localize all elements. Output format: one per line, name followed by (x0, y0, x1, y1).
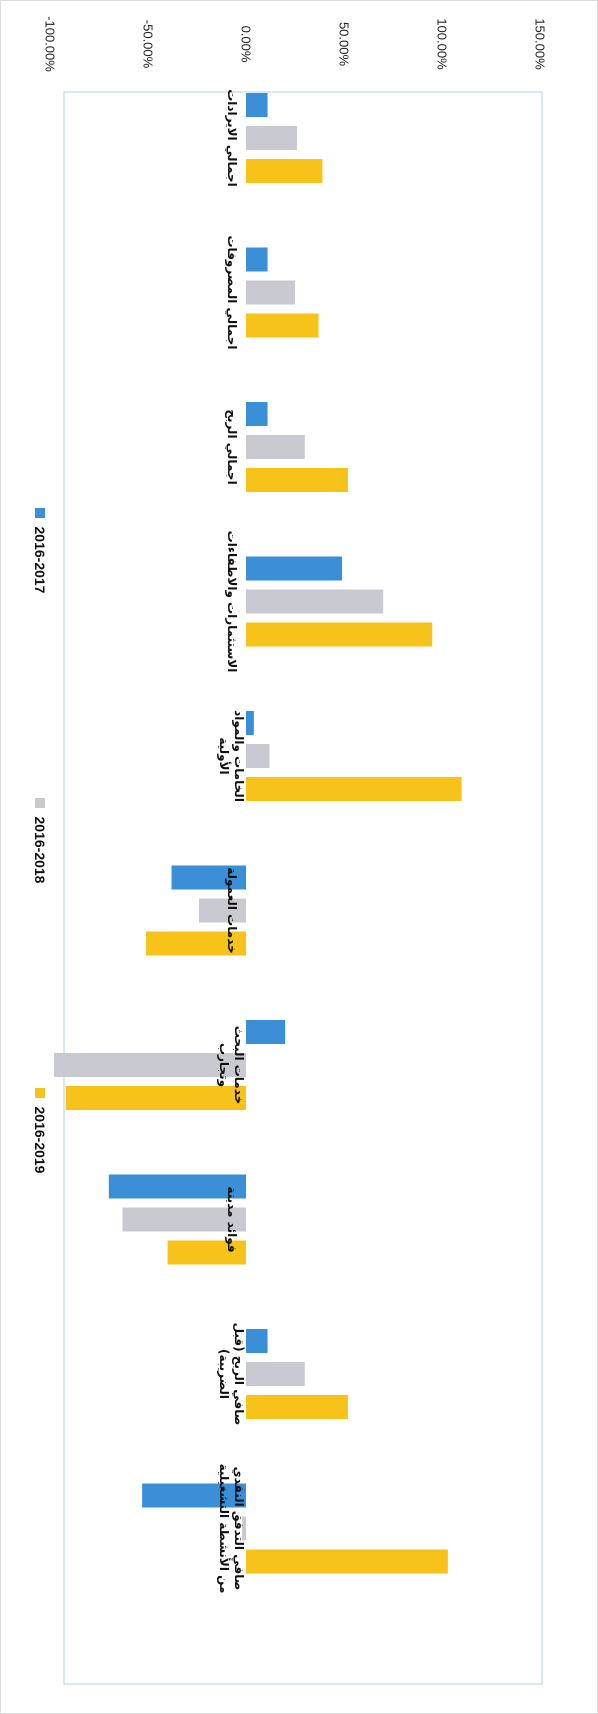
category-label: فوائد مدينة (224, 1186, 239, 1252)
bar-2016-2019 (246, 622, 433, 647)
legend-swatch (35, 508, 45, 518)
bar-2016-2017 (246, 402, 268, 426)
bar-2016-2019 (167, 1240, 246, 1265)
category-label: اجمالي الايرادات (225, 89, 239, 187)
bar-2016-2018 (246, 280, 295, 305)
bar-2016-2019 (246, 1549, 448, 1574)
legend-label: 2016-2017 (32, 527, 48, 594)
bar-2016-2017 (142, 1483, 246, 1508)
x-axis-ticks: 150.00% 100.00% 50.00% 0.00% -50.00% -100.00% (43, 16, 548, 72)
bar-2016-2017 (246, 247, 268, 272)
bar-2016-2019 (246, 159, 323, 183)
category-label: الاستثمارات والاطفاءات (224, 531, 239, 673)
category-label: اجمالي المصروفات (224, 236, 239, 350)
legend-swatch (35, 798, 45, 808)
x-tick-label: -50.00% (141, 20, 156, 69)
legend: 2016-2017 2016-2018 2016-2019 (32, 508, 48, 1174)
x-tick-label: 0.00% (239, 26, 254, 63)
bar-2016-2018 (246, 589, 384, 614)
bar-2016-2019 (146, 931, 246, 956)
bar-2016-2018 (242, 1516, 246, 1541)
category-label: خدمات البحثوتجارب (216, 1026, 246, 1105)
category-label: الخامات والموادالأولية (216, 710, 246, 802)
legend-swatch (35, 1088, 45, 1098)
bar-2016-2019 (246, 468, 348, 492)
bar-2016-2018 (246, 126, 297, 150)
category-label: صافي الربح (قبلالضريبة) (217, 1323, 246, 1426)
plot-area (63, 91, 543, 1685)
category-label: صافي التدفق النقديمن الأنشطة التشغيلية (217, 1464, 246, 1594)
bar-2016-2018 (246, 1362, 305, 1386)
x-tick-label: 150.00% (533, 18, 548, 70)
bar-2016-2017 (171, 865, 246, 890)
x-tick-label: -100.00% (43, 16, 58, 72)
bar-2016-2018 (53, 1053, 246, 1077)
x-tick-label: 100.00% (435, 18, 450, 70)
bar-2016-2017 (246, 556, 343, 581)
bar-2016-2018 (198, 898, 246, 923)
bar-2016-2018 (246, 435, 305, 459)
x-tick-label: 50.00% (337, 22, 352, 67)
bar-2016-2019 (246, 313, 319, 338)
bar-2016-2017 (108, 1174, 246, 1199)
bar-2016-2017 (246, 1329, 268, 1353)
bar-2016-2017 (246, 93, 268, 117)
bar-2016-2017 (246, 711, 254, 735)
bar-2016-2019 (246, 777, 462, 801)
bar-2016-2019 (65, 1086, 247, 1110)
bar-2016-2018 (246, 744, 270, 768)
bars (53, 93, 462, 1574)
bar-2016-2017 (246, 1020, 286, 1044)
bar-2016-2019 (246, 1395, 348, 1419)
legend-label: 2016-2019 (32, 1107, 48, 1174)
category-label: اجمالي الربح (225, 409, 239, 484)
legend-label: 2016-2018 (32, 817, 48, 884)
category-labels: اجمالي الايرادات اجمالي المصروفات اجمالي ا… (216, 89, 246, 1593)
bar-2016-2018 (122, 1207, 246, 1232)
category-label: خدمات العمولة (224, 867, 239, 954)
